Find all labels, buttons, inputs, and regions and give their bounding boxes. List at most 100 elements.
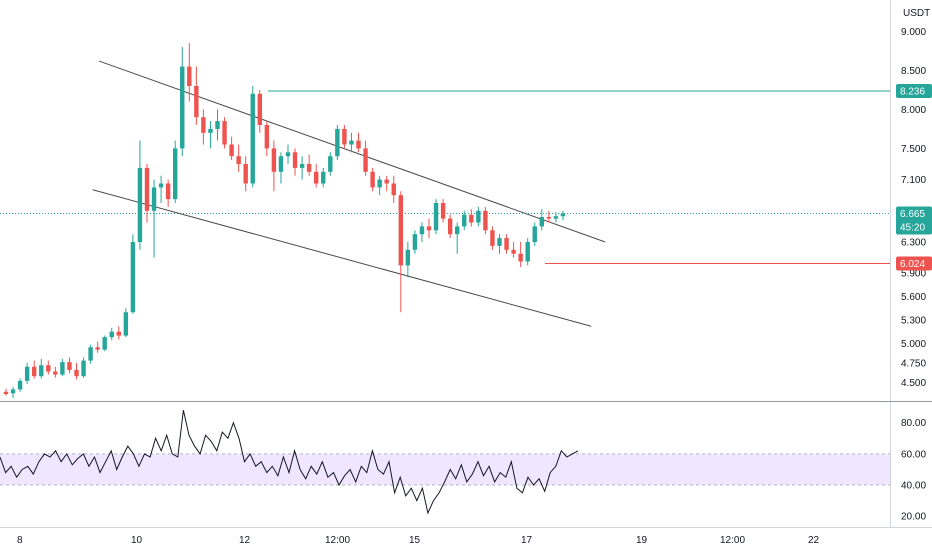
candle-body [243, 164, 248, 184]
candle-body [546, 217, 552, 219]
time-tick-label: 10 [131, 535, 143, 546]
candle [32, 360, 37, 379]
candle [349, 132, 354, 153]
candle-body [67, 362, 72, 370]
time-axis-ticks: 8 10 12 12:00 15 17 19 12:00 22 [17, 535, 820, 546]
candle-body [292, 152, 298, 168]
candle-body [180, 66, 185, 149]
candle-body [553, 216, 559, 219]
price-tick-label: 4.500 [901, 378, 926, 389]
candle [292, 148, 298, 176]
time-tick-label: 15 [409, 535, 421, 546]
candle-body [504, 238, 509, 250]
candle-body [419, 226, 425, 235]
candle-body [102, 337, 107, 350]
candle [151, 179, 157, 258]
candle [328, 152, 333, 176]
candle [356, 132, 361, 153]
candle-body [384, 179, 389, 184]
candle-body [24, 366, 30, 381]
candle-body [264, 125, 270, 149]
candle-body [335, 128, 340, 157]
candle [123, 308, 129, 338]
candle [39, 359, 44, 379]
time-tick-label: 22 [808, 535, 820, 546]
candle-body [490, 230, 495, 246]
candle-body [405, 249, 411, 266]
candle-body [497, 238, 502, 246]
candle-body [123, 312, 129, 336]
candle-body [278, 156, 284, 172]
candle [271, 140, 277, 192]
candle-body [173, 148, 178, 200]
candle-body [215, 121, 220, 129]
candle-body [328, 156, 333, 172]
time-tick-label: 17 [521, 535, 533, 546]
candle [208, 121, 213, 149]
candle [321, 167, 326, 188]
candle [158, 175, 164, 203]
rsi-tick-label: 60.00 [901, 449, 926, 460]
candle-body [60, 362, 65, 375]
candle [60, 359, 65, 377]
current-price-badge: 6.665 45:20 [896, 206, 932, 235]
candle [483, 206, 488, 235]
candle [236, 144, 241, 172]
price-tick-label: 5.900 [901, 269, 926, 280]
candle [440, 199, 446, 223]
candle [532, 222, 537, 246]
candle-body [32, 366, 37, 377]
candle-body [306, 164, 312, 172]
time-tick-label: 12 [239, 535, 251, 546]
candle-body [271, 148, 277, 172]
price-tick-label: 7.500 [901, 144, 926, 155]
candle [433, 199, 439, 235]
candle-body [208, 128, 213, 133]
candle-body [462, 214, 467, 227]
candle [476, 206, 481, 227]
candle-body [201, 117, 206, 133]
candle [201, 109, 206, 145]
candle-body [158, 183, 164, 188]
candle [314, 164, 319, 188]
candle [17, 378, 23, 392]
candle [335, 125, 340, 161]
candle-body [88, 347, 93, 361]
candle [546, 210, 552, 223]
rsi-line [0, 410, 579, 515]
candle-body [3, 391, 9, 395]
candle [194, 66, 199, 125]
candle [497, 234, 502, 254]
candle [412, 230, 418, 254]
candle-body [314, 171, 319, 184]
candle-body [116, 331, 121, 336]
candle-body [257, 93, 262, 125]
candle [518, 242, 523, 267]
candle [504, 234, 509, 254]
candle-body [455, 226, 460, 235]
candle-body [285, 152, 291, 157]
channel-lower-line[interactable] [92, 189, 592, 327]
candle-body [53, 371, 58, 375]
currency-label: USDT [903, 8, 930, 19]
price-tick-label: 6.300 [901, 238, 926, 249]
candle [24, 362, 30, 384]
candle [165, 179, 171, 207]
candle-body [74, 369, 79, 377]
candle [102, 335, 107, 352]
candle-body [229, 144, 234, 157]
candle [95, 341, 100, 353]
candle [81, 357, 86, 378]
time-tick-label: 12:00 [325, 535, 350, 546]
price-tick-label: 5.300 [901, 316, 926, 327]
price-tick-label: 4.750 [901, 358, 926, 369]
candle [306, 154, 312, 176]
candle-body [137, 167, 143, 242]
price-tick-label: 8.500 [901, 66, 926, 77]
candle [10, 387, 16, 398]
candle [109, 327, 114, 341]
candle-body [363, 148, 368, 172]
price-tick-label: 9.000 [901, 27, 926, 38]
candle [405, 242, 411, 278]
